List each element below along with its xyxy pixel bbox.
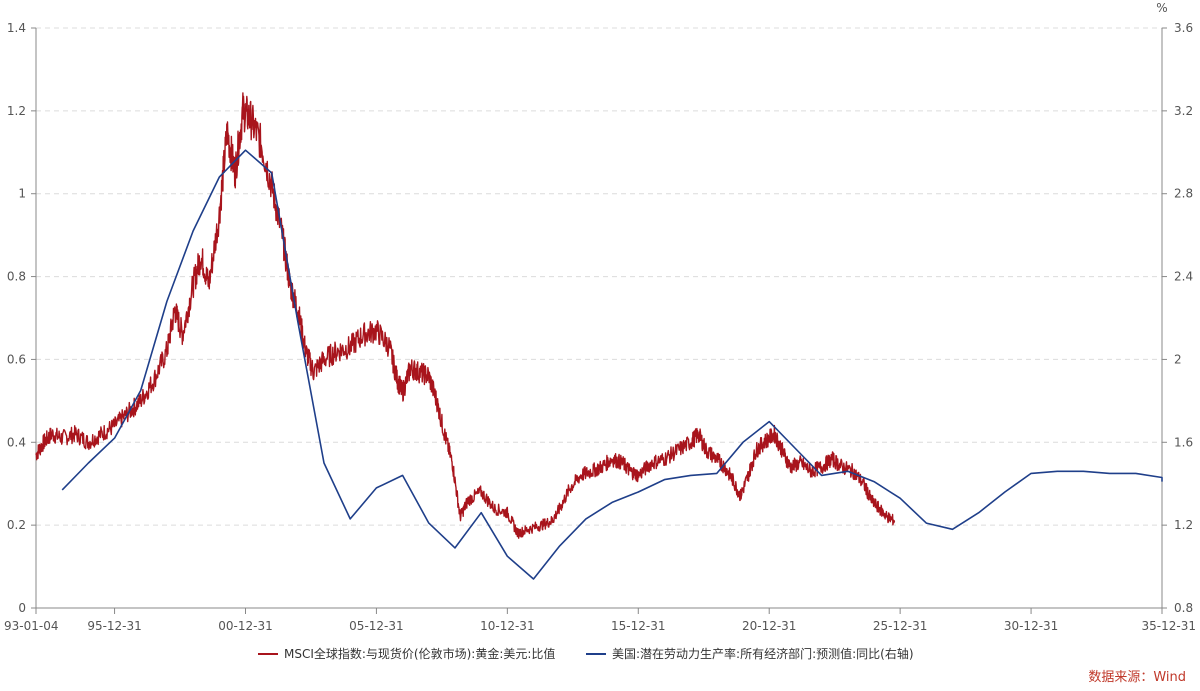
left-tick-label: 1.4 (7, 21, 26, 35)
right-tick-label: 2.4 (1174, 270, 1193, 284)
right-axis-unit: % (1156, 1, 1167, 15)
x-tick-label: 10-12-31 (480, 619, 534, 633)
x-tick-label: 05-12-31 (349, 619, 403, 633)
left-axis-ticks: 0 0.2 0.4 0.6 0.8 1 1.2 1.4 (7, 21, 36, 615)
us-productivity-line (61, 149, 1163, 580)
left-tick-label: 0.4 (7, 435, 26, 449)
right-tick-label: 1.6 (1174, 435, 1193, 449)
left-tick-label: 0.2 (7, 518, 26, 532)
right-axis-ticks: 0.8 1.2 1.6 2 2.4 2.8 3.2 3.6 (1162, 21, 1193, 615)
msci-gold-ratio-line (35, 92, 896, 539)
x-tick-label: 20-12-31 (742, 619, 796, 633)
x-tick-label: 25-12-31 (873, 619, 927, 633)
right-tick-label: 0.8 (1174, 601, 1193, 615)
right-tick-label: 3.2 (1174, 104, 1193, 118)
x-tick-label: 95-12-31 (87, 619, 141, 633)
right-tick-label: 3.6 (1174, 21, 1193, 35)
x-tick-label: 15-12-31 (611, 619, 665, 633)
data-source: 数据来源：Wind (1088, 670, 1186, 685)
legend: MSCI全球指数:与现货价(伦敦市场):黄金:美元:比值 美国:潜在劳动力生产率:… (258, 646, 914, 661)
x-tick-label: 93-01-04 (4, 619, 58, 633)
axes (35, 28, 1163, 609)
x-tick-label: 35-12-31 (1142, 619, 1196, 633)
series-lines (35, 92, 1163, 580)
x-axis-ticks: 93-01-04 95-12-31 00-12-31 05-12-31 10-12-31… (4, 608, 1196, 633)
right-tick-label: 2.8 (1174, 187, 1193, 201)
right-tick-label: 2 (1174, 352, 1182, 366)
x-tick-label: 30-12-31 (1004, 619, 1058, 633)
x-tick-label: 00-12-31 (218, 619, 272, 633)
right-tick-label: 1.2 (1174, 518, 1193, 532)
legend-label: MSCI全球指数:与现货价(伦敦市场):黄金:美元:比值 (284, 646, 555, 661)
legend-label: 美国:潜在劳动力生产率:所有经济部门:预测值:同比(右轴) (612, 646, 914, 661)
left-tick-label: 0.6 (7, 352, 26, 366)
left-tick-label: 0.8 (7, 270, 26, 284)
left-tick-label: 0 (18, 601, 26, 615)
left-tick-label: 1 (18, 187, 26, 201)
gridlines (36, 27, 1162, 526)
left-tick-label: 1.2 (7, 104, 26, 118)
